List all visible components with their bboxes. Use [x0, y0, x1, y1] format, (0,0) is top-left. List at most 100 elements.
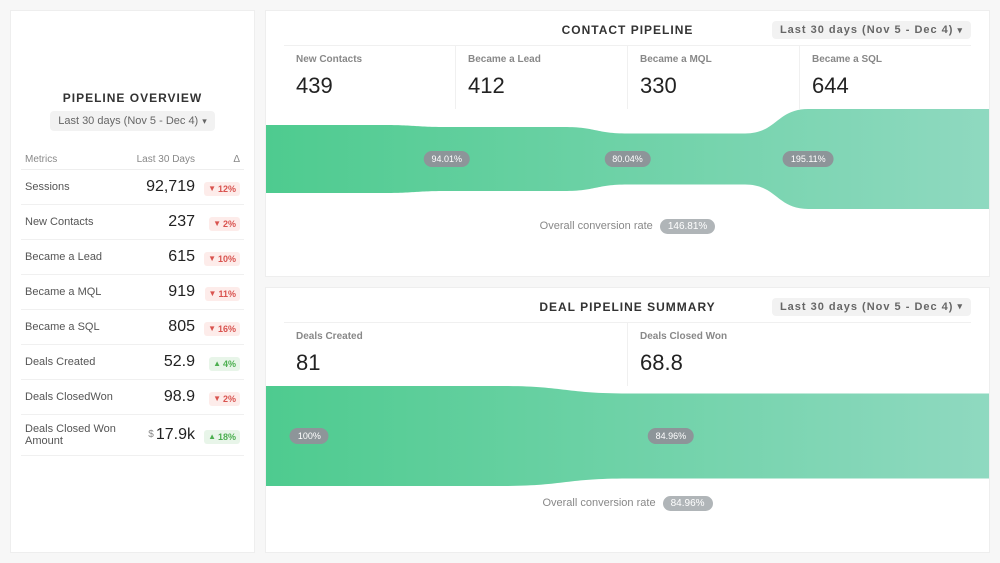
- delta-badge: ▼2%: [209, 217, 240, 231]
- metric-label: Deals Created: [25, 356, 135, 368]
- metric-value: 52.9: [135, 353, 195, 371]
- deal-pipeline-header: DEAL PIPELINE SUMMARY Last 30 days (Nov …: [284, 300, 971, 314]
- delta-value: 10%: [218, 254, 236, 264]
- contact-overall-label: Overall conversion rate: [540, 220, 653, 232]
- metric-row: New Contacts237 ▼2%: [21, 205, 244, 240]
- deal-pipeline-title: DEAL PIPELINE SUMMARY: [539, 300, 715, 314]
- contact-pipeline-date-label: Last 30 days (Nov 5 - Dec 4): [780, 24, 954, 36]
- delta-badge: ▼2%: [209, 392, 240, 406]
- metric-row: Became a Lead615 ▼10%: [21, 240, 244, 275]
- arrow-down-icon: ▼: [208, 324, 216, 333]
- deal-overall-label: Overall conversion rate: [542, 497, 655, 509]
- metric-delta: ▲4%: [195, 353, 240, 371]
- stage-label: Became a SQL: [812, 54, 959, 65]
- funnel-svg: [266, 386, 989, 486]
- metric-row: Deals ClosedWon98.9 ▼2%: [21, 380, 244, 415]
- metric-label: Deals ClosedWon: [25, 391, 135, 403]
- stage-value: 644: [812, 73, 959, 99]
- deal-overall-line: Overall conversion rate 84.96%: [284, 486, 971, 511]
- metric-delta: ▲18%: [195, 426, 240, 444]
- stage-value: 439: [296, 73, 443, 99]
- stage-label: Became a Lead: [468, 54, 615, 65]
- metric-value: 919: [135, 283, 195, 301]
- stage-value: 81: [296, 350, 615, 376]
- delta-badge: ▼11%: [205, 287, 240, 301]
- deal-funnel-viz: 100%84.96%: [266, 386, 989, 486]
- funnel-shape: [266, 386, 989, 486]
- metric-value: 237: [135, 213, 195, 231]
- metric-value: 17.9k: [135, 426, 195, 444]
- contact-overall-value: 146.81%: [660, 219, 715, 234]
- main-column: CONTACT PIPELINE Last 30 days (Nov 5 - D…: [265, 10, 990, 553]
- funnel-stage: Became a SQL 644: [799, 46, 971, 109]
- delta-badge: ▼16%: [204, 322, 240, 336]
- contact-pipeline-header: CONTACT PIPELINE Last 30 days (Nov 5 - D…: [284, 23, 971, 37]
- deal-stage-row: Deals Created 81 Deals Closed Won 68.8: [284, 322, 971, 386]
- funnel-stage: Deals Created 81: [284, 323, 627, 386]
- arrow-down-icon: ▼: [208, 184, 216, 193]
- contact-pipeline-date-select[interactable]: Last 30 days (Nov 5 - Dec 4) ▾: [772, 21, 971, 39]
- delta-value: 11%: [218, 289, 236, 299]
- metric-delta: ▼10%: [195, 248, 240, 266]
- metric-delta: ▼11%: [195, 283, 240, 301]
- deal-pipeline-panel: DEAL PIPELINE SUMMARY Last 30 days (Nov …: [265, 287, 990, 554]
- stage-label: Deals Created: [296, 331, 615, 342]
- delta-value: 2%: [223, 394, 236, 404]
- delta-badge: ▼10%: [204, 252, 240, 266]
- metric-label: New Contacts: [25, 216, 135, 228]
- stage-label: Deals Closed Won: [640, 331, 959, 342]
- contact-pipeline-title: CONTACT PIPELINE: [562, 23, 694, 37]
- delta-value: 18%: [218, 432, 236, 442]
- contact-funnel-viz: 94.01%80.04%195.11%: [266, 109, 989, 209]
- delta-badge: ▼12%: [204, 182, 240, 196]
- metric-row: Became a SQL805 ▼16%: [21, 310, 244, 345]
- stage-value: 330: [640, 73, 787, 99]
- metric-value: 615: [135, 248, 195, 266]
- delta-value: 12%: [218, 184, 236, 194]
- metric-delta: ▼2%: [195, 213, 240, 231]
- metric-label: Deals Closed Won Amount: [25, 423, 135, 447]
- delta-badge: ▲4%: [209, 357, 240, 371]
- conversion-rate-badge: 100%: [290, 428, 329, 444]
- funnel-stage: Became a MQL 330: [627, 46, 799, 109]
- contact-stage-row: New Contacts439 Became a Lead 412 Became a …: [284, 45, 971, 109]
- metrics-list: Sessions92,719▼12%New Contacts237▼2%Beca…: [21, 170, 244, 456]
- overview-date-select[interactable]: Last 30 days (Nov 5 - Dec 4) ▾: [50, 111, 215, 131]
- funnel-stage: New Contacts439: [284, 46, 455, 109]
- overview-header: PIPELINE OVERVIEW Last 30 days (Nov 5 - …: [21, 26, 244, 146]
- chevron-down-icon: ▾: [957, 301, 963, 312]
- metric-value: 98.9: [135, 388, 195, 406]
- conversion-rate-badge: 80.04%: [604, 151, 651, 167]
- metrics-header-value: Last 30 Days: [135, 154, 195, 165]
- stage-value: 412: [468, 73, 615, 99]
- deal-overall-value: 84.96%: [663, 496, 713, 511]
- deal-pipeline-date-select[interactable]: Last 30 days (Nov 5 - Dec 4) ▾: [772, 298, 971, 316]
- metrics-header-row: Metrics Last 30 Days Δ: [21, 146, 244, 170]
- chevron-down-icon: ▾: [202, 116, 207, 127]
- arrow-up-icon: ▲: [208, 432, 216, 441]
- arrow-down-icon: ▼: [208, 254, 216, 263]
- metric-delta: ▼16%: [195, 318, 240, 336]
- metric-value: 805: [135, 318, 195, 336]
- metric-delta: ▼12%: [195, 178, 240, 196]
- arrow-down-icon: ▼: [213, 394, 221, 403]
- deal-pipeline-date-label: Last 30 days (Nov 5 - Dec 4): [780, 301, 954, 313]
- delta-badge: ▲18%: [204, 430, 240, 444]
- stage-label: Became a MQL: [640, 54, 787, 65]
- delta-value: 16%: [218, 324, 236, 334]
- metric-row: Deals Closed Won Amount17.9k ▲18%: [21, 415, 244, 456]
- delta-value: 2%: [223, 219, 236, 229]
- conversion-rate-badge: 195.11%: [783, 151, 834, 167]
- arrow-down-icon: ▼: [213, 219, 221, 228]
- funnel-stage: Deals Closed Won 68.8: [627, 323, 971, 386]
- contact-pipeline-panel: CONTACT PIPELINE Last 30 days (Nov 5 - D…: [265, 10, 990, 277]
- pipeline-overview-panel: PIPELINE OVERVIEW Last 30 days (Nov 5 - …: [10, 10, 255, 553]
- delta-value: 4%: [223, 359, 236, 369]
- arrow-down-icon: ▼: [209, 289, 217, 298]
- metrics-header-label: Metrics: [25, 154, 135, 165]
- stage-value: 68.8: [640, 350, 959, 376]
- metric-label: Became a SQL: [25, 321, 135, 333]
- metric-row: Sessions92,719▼12%: [21, 170, 244, 205]
- metric-label: Became a Lead: [25, 251, 135, 263]
- metric-delta: ▼2%: [195, 388, 240, 406]
